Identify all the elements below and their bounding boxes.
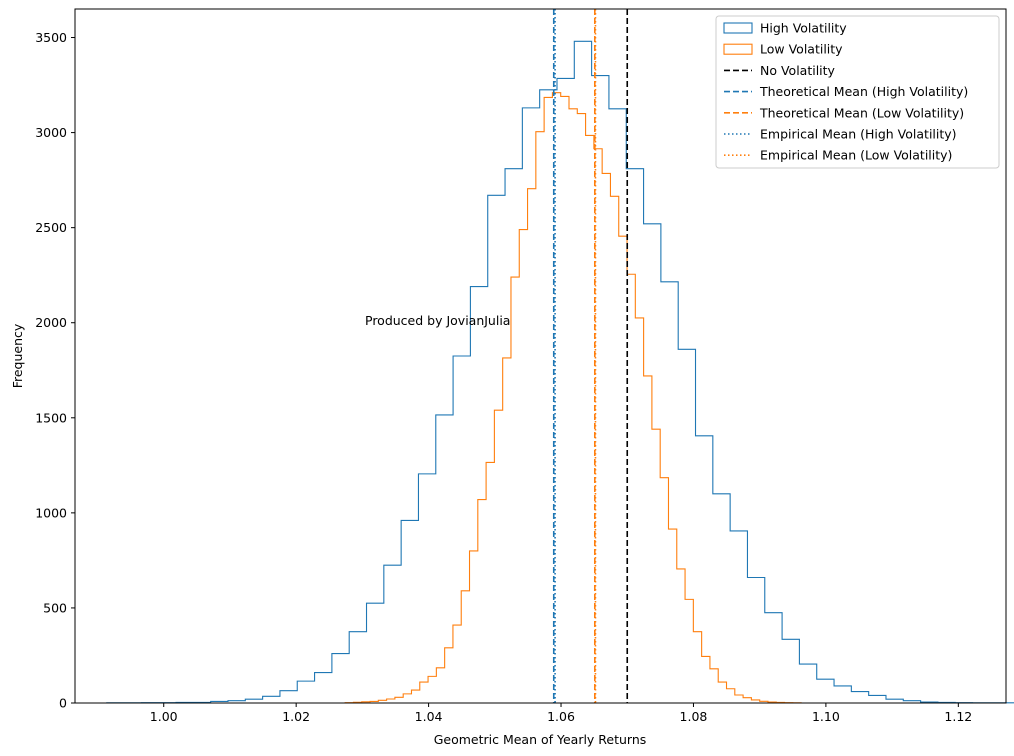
annotation-text: Produced by JovianJulia	[365, 313, 510, 328]
legend-swatch-high-volatility	[723, 22, 753, 34]
legend-label-empirical-mean-high-volatility: Empirical Mean (High Volatility)	[760, 127, 957, 142]
y-tick-label: 500	[43, 600, 67, 615]
plot-area	[106, 9, 1014, 704]
y-tick-label: 2500	[35, 220, 67, 235]
legend-label-no-volatility: No Volatility	[760, 63, 836, 78]
legend-swatch-low-volatility	[723, 43, 753, 55]
x-axis-label: Geometric Mean of Yearly Returns	[434, 732, 647, 747]
legend-label-high-volatility: High Volatility	[760, 21, 847, 36]
legend-box	[715, 15, 1000, 169]
x-axis: 1.00 1.02 1.04 1.06 1.08 1.10 1.12	[150, 703, 972, 724]
x-tick-label: 1.08	[680, 709, 708, 724]
x-tick-label: 1.12	[944, 709, 972, 724]
x-tick-label: 1.06	[547, 709, 575, 724]
axes-frame	[74, 8, 1007, 704]
y-tick-label: 2000	[35, 315, 67, 330]
histogram-series-high-volatility	[106, 40, 1014, 704]
legend: High Volatility Low Volatility No Volatili…	[715, 15, 1000, 169]
x-tick-label: 1.02	[282, 709, 310, 724]
y-tick-label: 1500	[35, 410, 67, 425]
histogram-series-low-volatility	[344, 92, 802, 704]
y-axis: 0 500 1000 1500 2000 2500 3000 3500	[35, 30, 75, 711]
y-tick-label: 3000	[35, 125, 67, 140]
legend-label-empirical-mean-low-volatility: Empirical Mean (Low Volatility)	[760, 148, 952, 163]
x-tick-label: 1.10	[812, 709, 840, 724]
x-tick-label: 1.00	[150, 709, 178, 724]
legend-label-theoretical-mean-high-volatility: Theoretical Mean (High Volatility)	[759, 84, 968, 99]
y-axis-label: Frequency	[10, 323, 25, 388]
x-tick-label: 1.04	[415, 709, 443, 724]
y-tick-label: 3500	[35, 30, 67, 45]
legend-label-theoretical-mean-low-volatility: Theoretical Mean (Low Volatility)	[759, 105, 964, 120]
y-tick-label: 1000	[35, 505, 67, 520]
legend-label-low-volatility: Low Volatility	[760, 42, 843, 57]
y-tick-label: 0	[59, 696, 67, 711]
